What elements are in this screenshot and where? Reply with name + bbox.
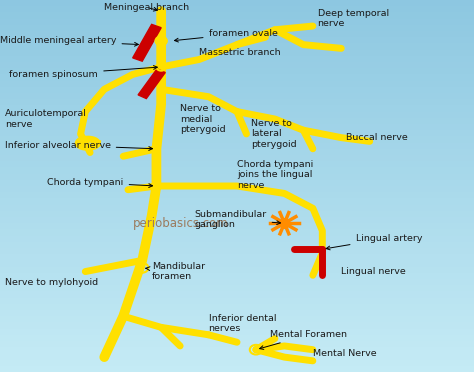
Bar bbox=[0, 211, 474, 217]
Text: Auriculotemporal
nerve: Auriculotemporal nerve bbox=[5, 109, 87, 129]
Bar bbox=[0, 74, 474, 81]
Bar bbox=[0, 0, 474, 6]
Bar bbox=[0, 298, 474, 304]
Text: Massetric branch: Massetric branch bbox=[199, 48, 281, 57]
Text: periobasics.com: periobasics.com bbox=[133, 217, 228, 230]
Bar bbox=[0, 230, 474, 235]
Text: foramen ovale: foramen ovale bbox=[174, 29, 277, 42]
Bar bbox=[0, 155, 474, 161]
Text: Lingual artery: Lingual artery bbox=[326, 234, 422, 250]
Bar bbox=[0, 310, 474, 316]
Bar bbox=[0, 93, 474, 99]
Bar bbox=[0, 205, 474, 211]
Bar bbox=[0, 37, 474, 44]
Bar bbox=[0, 81, 474, 87]
Text: Nerve to mylohyoid: Nerve to mylohyoid bbox=[5, 278, 98, 287]
Bar bbox=[0, 267, 474, 273]
Bar bbox=[0, 118, 474, 124]
Bar bbox=[0, 68, 474, 74]
Text: foramen spinosum: foramen spinosum bbox=[9, 65, 157, 79]
Bar bbox=[0, 223, 474, 230]
Bar bbox=[0, 99, 474, 105]
Bar bbox=[0, 323, 474, 328]
Bar bbox=[0, 304, 474, 310]
Text: Nerve to
medial
pterygoid: Nerve to medial pterygoid bbox=[180, 104, 226, 134]
Bar bbox=[0, 366, 474, 372]
Bar bbox=[0, 291, 474, 298]
Text: Mental Foramen: Mental Foramen bbox=[260, 330, 347, 349]
Bar bbox=[0, 112, 474, 118]
Bar bbox=[0, 235, 474, 242]
Bar bbox=[0, 217, 474, 223]
Bar bbox=[0, 341, 474, 347]
Bar bbox=[0, 174, 474, 180]
Bar bbox=[0, 353, 474, 360]
Text: Mental Nerve: Mental Nerve bbox=[313, 349, 376, 358]
Text: Nerve to
lateral
pterygoid: Nerve to lateral pterygoid bbox=[251, 119, 297, 149]
Text: Submandibular
ganglion: Submandibular ganglion bbox=[194, 210, 281, 229]
Bar bbox=[0, 180, 474, 186]
Text: Mandibular
foramen: Mandibular foramen bbox=[146, 262, 205, 281]
Bar bbox=[0, 335, 474, 341]
Bar bbox=[0, 87, 474, 93]
Bar bbox=[0, 31, 474, 37]
Bar bbox=[0, 273, 474, 279]
Bar bbox=[0, 167, 474, 174]
Bar bbox=[0, 285, 474, 291]
Bar bbox=[0, 198, 474, 205]
Bar bbox=[0, 25, 474, 31]
Text: Buccal nerve: Buccal nerve bbox=[346, 133, 408, 142]
Text: Chorda tympani
joins the lingual
nerve: Chorda tympani joins the lingual nerve bbox=[237, 160, 313, 190]
Text: Meningeal branch: Meningeal branch bbox=[104, 3, 190, 12]
Bar bbox=[0, 316, 474, 323]
Text: Deep temporal
nerve: Deep temporal nerve bbox=[318, 9, 389, 28]
Bar bbox=[0, 279, 474, 285]
Bar bbox=[0, 49, 474, 56]
Bar bbox=[0, 142, 474, 149]
Bar bbox=[0, 130, 474, 137]
Bar bbox=[0, 161, 474, 167]
Bar bbox=[0, 186, 474, 192]
Bar bbox=[0, 44, 474, 49]
Bar bbox=[0, 62, 474, 68]
FancyArrow shape bbox=[133, 25, 161, 61]
Bar bbox=[0, 254, 474, 260]
Bar bbox=[0, 124, 474, 130]
Bar bbox=[0, 56, 474, 62]
Text: Lingual nerve: Lingual nerve bbox=[341, 267, 406, 276]
Bar bbox=[0, 19, 474, 25]
Bar bbox=[0, 360, 474, 366]
Bar bbox=[0, 242, 474, 248]
Bar bbox=[0, 105, 474, 112]
Text: Inferior alveolar nerve: Inferior alveolar nerve bbox=[5, 141, 153, 150]
Bar bbox=[0, 192, 474, 198]
Bar bbox=[0, 248, 474, 254]
Bar bbox=[0, 260, 474, 267]
Bar bbox=[0, 149, 474, 155]
Bar bbox=[0, 6, 474, 12]
FancyArrow shape bbox=[138, 69, 165, 99]
Text: Middle meningeal artery: Middle meningeal artery bbox=[0, 36, 138, 46]
Bar bbox=[0, 12, 474, 19]
Text: Inferior dental
nerves: Inferior dental nerves bbox=[209, 314, 276, 333]
Bar bbox=[0, 328, 474, 335]
Text: Chorda tympani: Chorda tympani bbox=[47, 178, 153, 187]
Bar bbox=[0, 347, 474, 353]
Bar bbox=[0, 137, 474, 142]
